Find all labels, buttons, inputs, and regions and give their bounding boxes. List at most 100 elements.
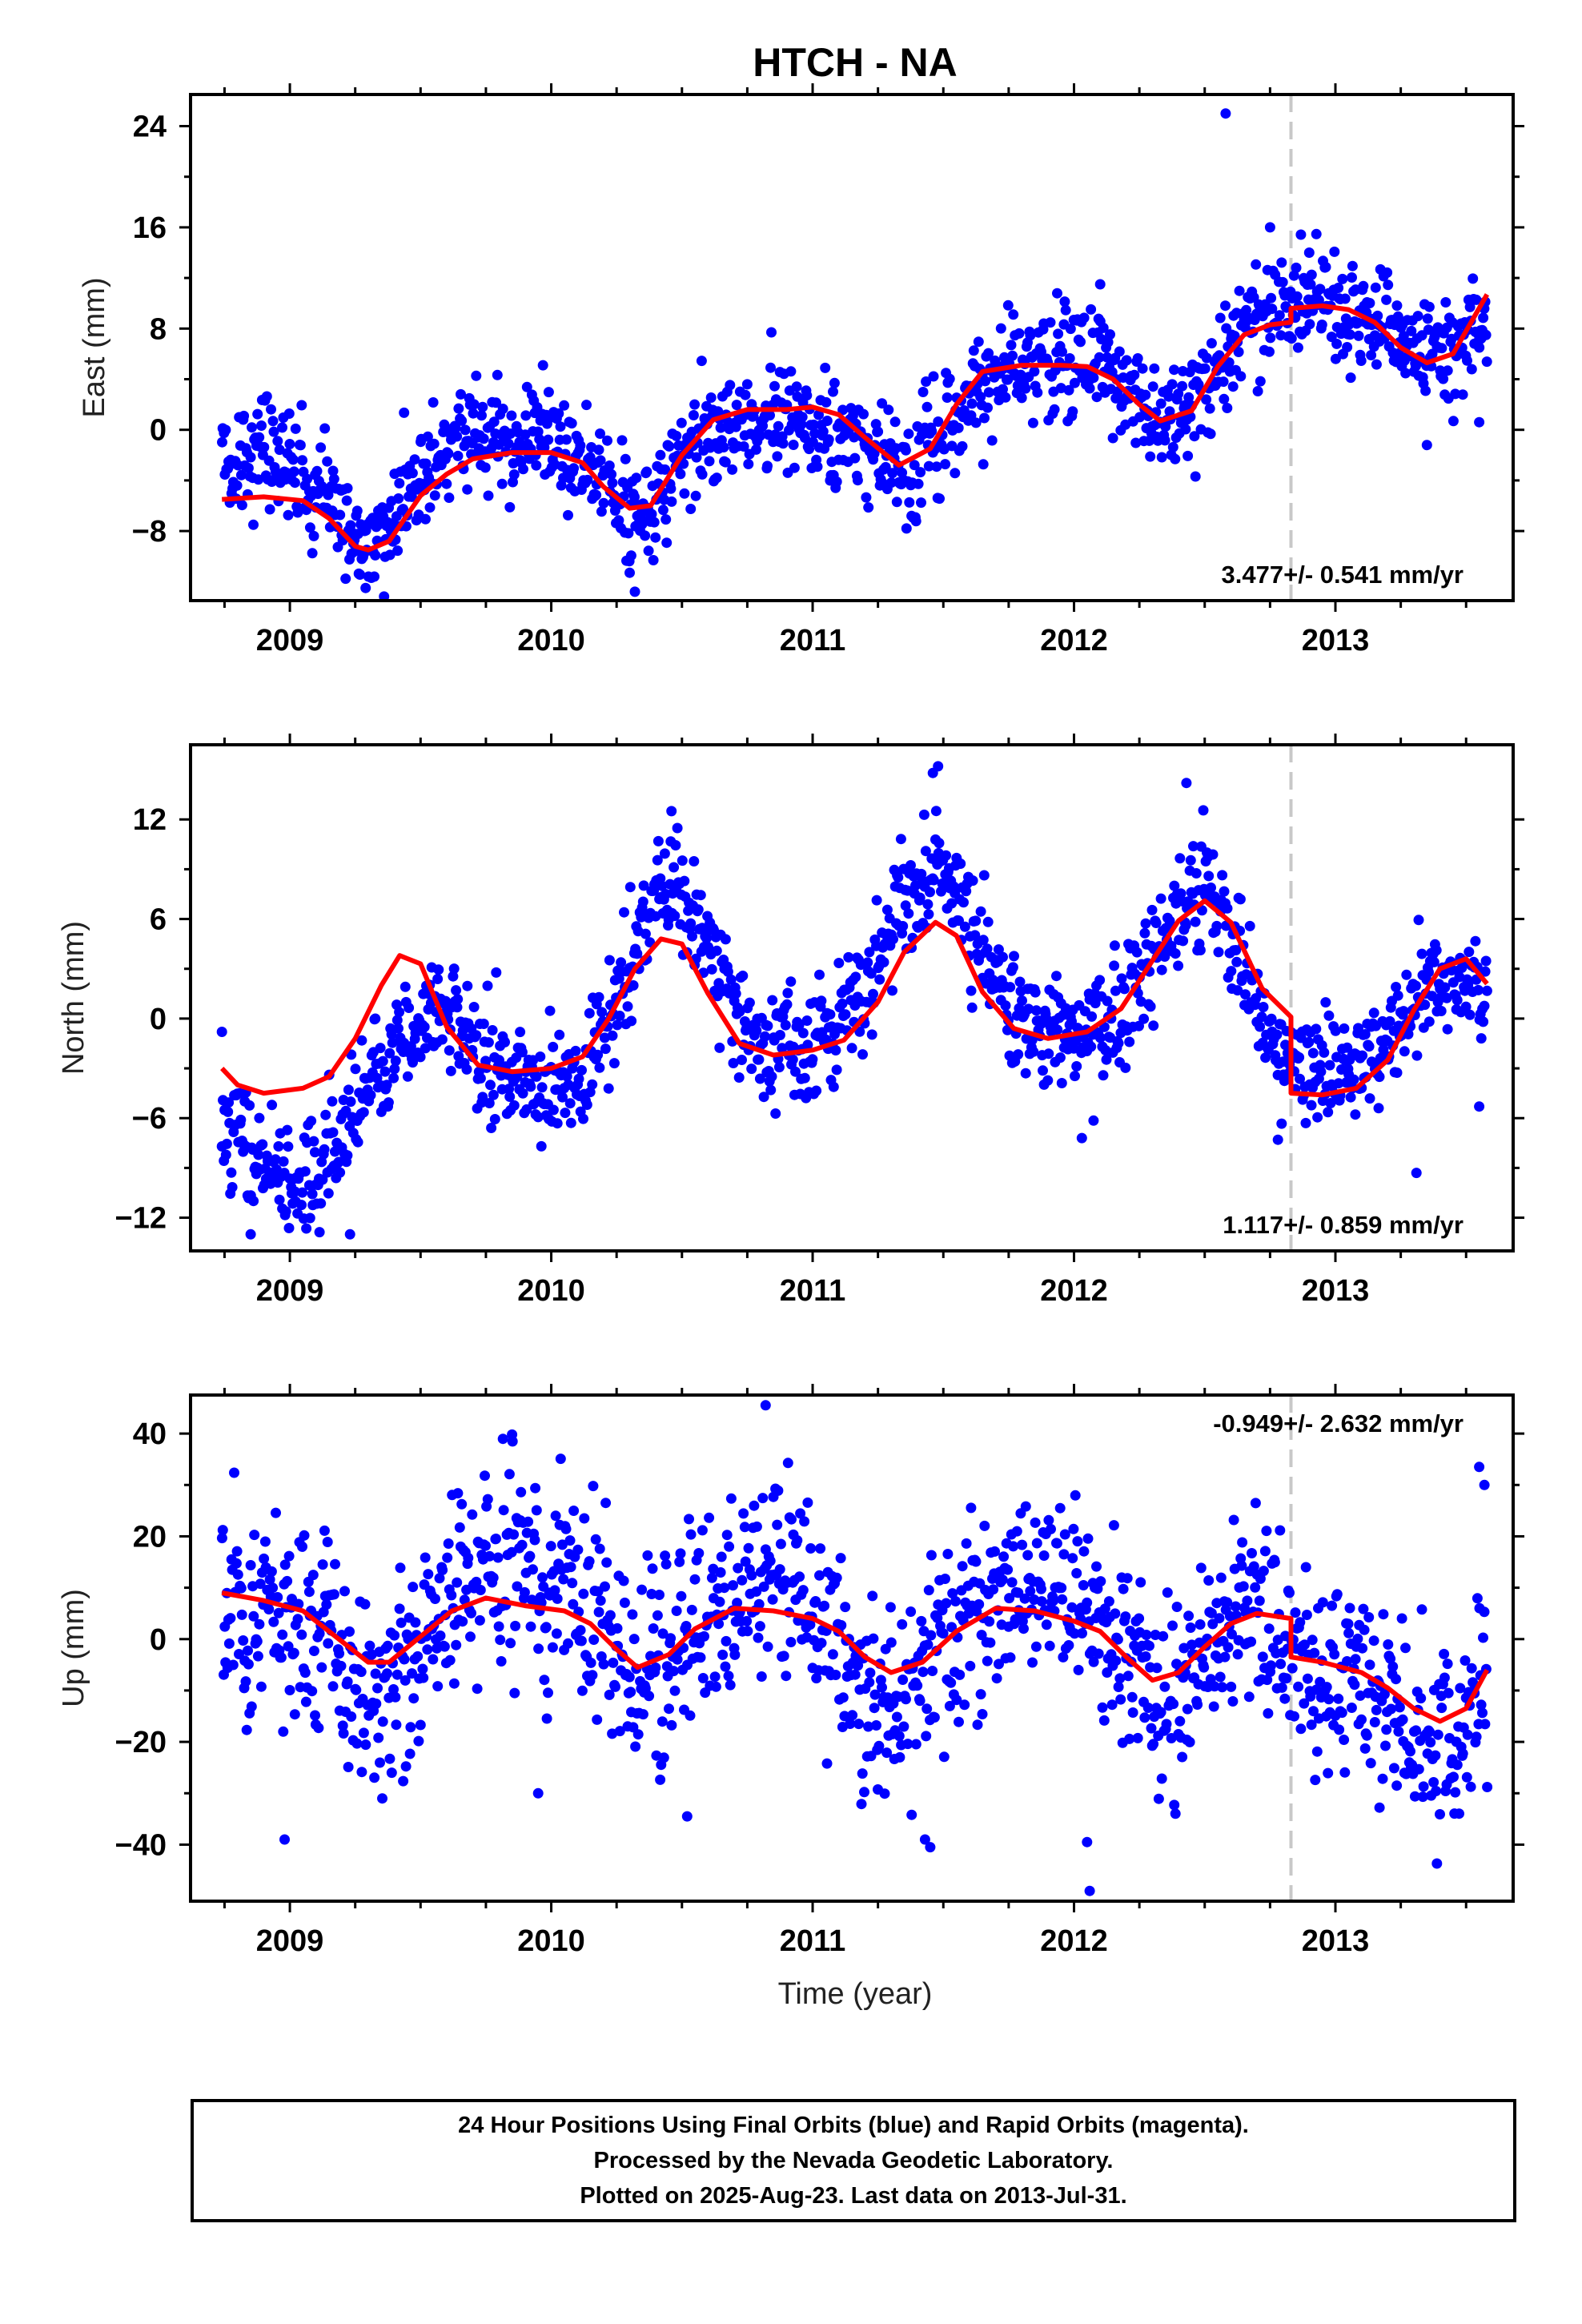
data-point [388,1072,400,1084]
data-point [1468,273,1479,284]
data-point [603,1083,614,1094]
data-point [1130,437,1142,448]
data-point [267,416,279,427]
data-point [812,461,823,472]
data-point [977,1709,988,1719]
data-point [1330,1025,1341,1036]
data-point [674,1556,685,1567]
data-point [448,971,459,982]
data-point [299,1166,311,1177]
data-point [1113,1038,1124,1049]
data-point [1151,1663,1162,1674]
data-point [715,1567,726,1578]
data-point [696,356,707,367]
data-point [1088,1656,1099,1667]
data-point [1333,1693,1344,1704]
data-point [1392,990,1403,1001]
data-point [1358,280,1369,292]
data-point [452,1002,463,1013]
data-point [432,1681,444,1692]
data-point [648,517,660,528]
data-point [372,1683,383,1694]
model-line [221,1590,1490,1724]
data-point [1478,1632,1488,1643]
data-point [1191,868,1202,879]
data-point [1480,955,1492,967]
data-point [316,1662,327,1673]
data-point [762,460,773,472]
data-point [1078,1580,1089,1590]
data-point [767,995,778,1006]
data-point [1167,1620,1178,1631]
data-point [713,978,725,989]
data-point [539,1675,550,1686]
data-point [1359,1624,1370,1635]
data-point [1155,398,1166,409]
data-point [1002,374,1014,385]
data-point [928,371,939,382]
data-point [706,963,717,975]
data-point [1440,297,1452,308]
data-point [1109,940,1120,951]
data-point [1101,1054,1112,1065]
x-tick-label: 2010 [517,1924,585,1958]
data-point [509,1687,520,1699]
data-point [259,441,270,452]
data-point [581,400,592,411]
data-point [259,1553,270,1564]
data-point [409,454,420,465]
data-point [1159,435,1170,446]
data-point [720,456,731,468]
data-point [606,468,617,480]
data-point [751,1586,762,1597]
data-point [1129,369,1140,380]
data-point [1183,1610,1195,1622]
data-point [525,1081,536,1092]
data-point [482,980,493,991]
data-point [975,906,986,917]
data-point [1478,312,1489,324]
data-point [950,468,961,479]
data-point [389,1063,400,1075]
data-point [885,477,897,489]
data-point [1217,870,1228,881]
data-point [754,1621,765,1632]
data-point [628,980,639,991]
data-point [944,373,955,384]
data-point [283,1223,295,1233]
rate-annotation: 3.477+/- 0.541 mm/yr [1222,561,1464,589]
data-point [827,1649,838,1660]
data-point [282,1124,293,1136]
data-point [393,1023,404,1034]
data-point [531,1505,542,1516]
data-point [419,1021,430,1032]
data-point [560,1523,572,1534]
data-point [881,904,893,915]
data-point [1066,1602,1078,1613]
data-point [1058,1549,1070,1560]
data-point [277,422,287,433]
data-point [328,473,339,485]
data-point [1105,329,1115,340]
data-point [845,1719,856,1729]
data-point [644,1691,655,1702]
data-point [931,461,942,472]
data-point [1091,392,1102,403]
data-point [734,1006,745,1017]
data-point [221,1138,232,1149]
data-point [595,455,606,466]
data-point [865,1667,876,1679]
data-point [317,1559,328,1570]
data-point [727,464,738,475]
data-point [382,1640,393,1651]
data-point [837,404,849,416]
data-point [733,1072,745,1083]
data-point [1413,1763,1424,1775]
data-point [910,1739,921,1750]
data-point [1164,406,1175,417]
data-point [998,384,1008,395]
data-point [1171,1659,1182,1670]
data-point [877,398,888,409]
data-point [371,1072,383,1084]
data-point [278,1156,289,1167]
